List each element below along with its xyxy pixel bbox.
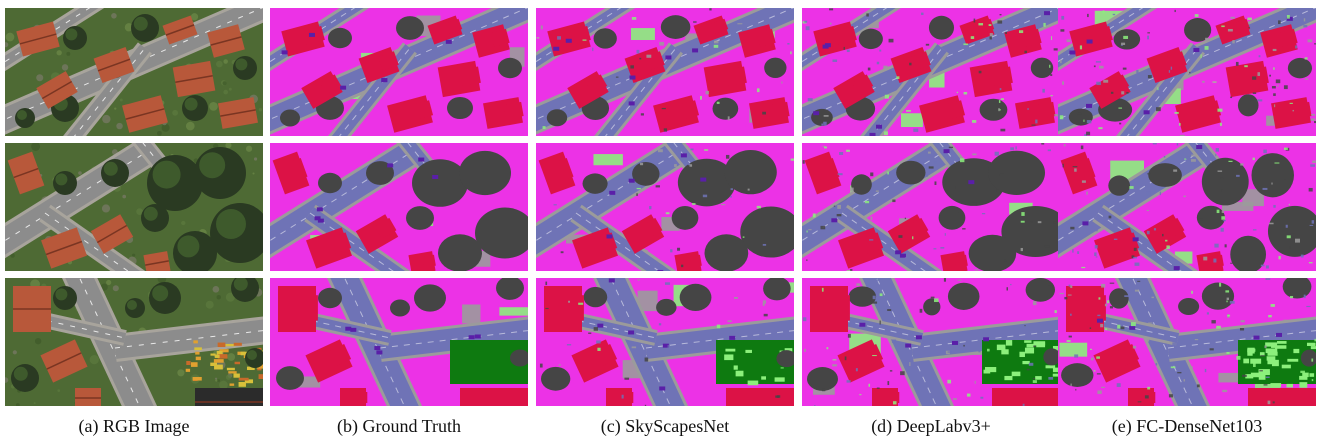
tile-gt-row-3 [270,278,528,406]
aerial-image-0-1 [5,143,263,271]
aerial-image-2-2 [536,278,794,406]
caption-deeplabv3: (d) DeepLabv3+ [871,416,991,436]
aerial-image-1-0 [270,8,528,136]
aerial-image-0-0 [5,8,263,136]
tile-rgb-row-3 [5,278,263,406]
tile-rgb-row-2 [5,143,263,271]
caption-fc-densenet103: (e) FC-DenseNet103 [1111,416,1263,436]
aerial-image-3-2 [802,278,1060,406]
tile-skyscapes-row-1 [536,8,794,136]
tile-deeplab-row-3 [802,278,1060,406]
aerial-image-4-1 [1058,143,1316,271]
aerial-image-2-1 [536,143,794,271]
aerial-image-1-2 [270,278,528,406]
tile-densenet-row-1 [1058,8,1316,136]
aerial-image-3-0 [802,8,1060,136]
aerial-image-4-2 [1058,278,1316,406]
aerial-image-1-1 [270,143,528,271]
aerial-image-3-1 [802,143,1060,271]
tile-densenet-row-3 [1058,278,1316,406]
caption-skyscapesnet: (c) SkyScapesNet [600,416,730,436]
aerial-image-0-2 [5,278,263,406]
tile-deeplab-row-1 [802,8,1060,136]
tile-gt-row-2 [270,143,528,271]
caption-ground-truth: (b) Ground Truth [336,416,461,436]
tile-rgb-row-1 [5,8,263,136]
tile-skyscapes-row-3 [536,278,794,406]
aerial-image-4-0 [1058,8,1316,136]
caption-rgb-image: (a) RGB Image [78,416,190,436]
tile-densenet-row-2 [1058,143,1316,271]
tile-skyscapes-row-2 [536,143,794,271]
aerial-image-2-0 [536,8,794,136]
tile-deeplab-row-2 [802,143,1060,271]
tile-gt-row-1 [270,8,528,136]
